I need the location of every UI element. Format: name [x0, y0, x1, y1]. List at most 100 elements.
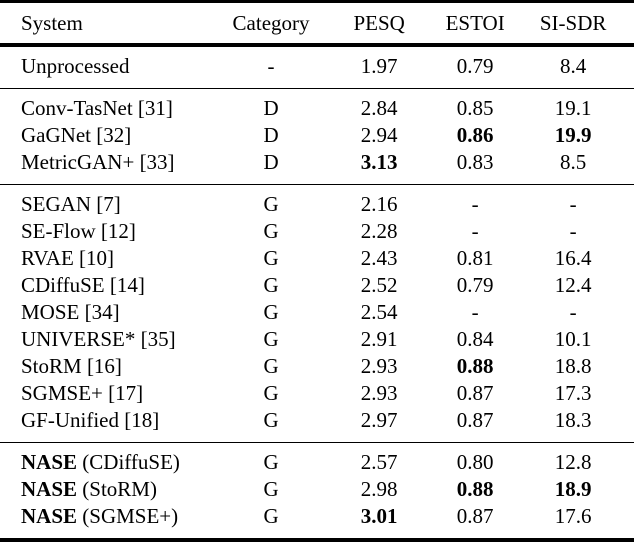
table-row: GaGNet [32] D 2.94 0.86 19.9: [0, 122, 634, 149]
section-unprocessed: Unprocessed - 1.97 0.79 8.4: [0, 45, 634, 89]
table-row: NASE (CDiffuSE) G 2.57 0.80 12.8: [0, 443, 634, 477]
sisdr-cell: 8.4: [560, 54, 587, 78]
category-cell: D: [263, 150, 279, 174]
system-cell: NASE (CDiffuSE): [21, 450, 180, 474]
system-cell: GaGNet [32]: [21, 123, 132, 147]
category-cell: G: [263, 381, 279, 405]
estoi-cell: 0.87: [456, 408, 494, 432]
estoi-cell: 0.80: [456, 450, 494, 474]
table-row: UNIVERSE* [35] G 2.91 0.84 10.1: [0, 326, 634, 353]
sisdr-cell: -: [569, 192, 577, 216]
pesq-cell: 2.52: [360, 273, 398, 297]
pesq-cell: 2.91: [360, 327, 398, 351]
category-cell: G: [263, 192, 279, 216]
system-cell: NASE (StoRM): [21, 477, 157, 501]
system-cell: CDiffuSE [14]: [21, 273, 145, 297]
table-row: SE-Flow [12] G 2.28 - -: [0, 218, 634, 245]
category-cell: G: [263, 504, 279, 528]
sisdr-cell: 17.3: [554, 381, 592, 405]
pesq-cell: 2.94: [360, 123, 398, 147]
table-row: SEGAN [7] G 2.16 - -: [0, 185, 634, 219]
category-cell: G: [263, 246, 279, 270]
category-cell: G: [263, 300, 279, 324]
sisdr-cell: 19.9: [554, 123, 592, 147]
estoi-cell: 0.84: [456, 327, 494, 351]
system-name-bold: NASE: [21, 477, 78, 501]
sisdr-cell: -: [569, 219, 577, 243]
category-cell: G: [263, 354, 279, 378]
category-cell: G: [263, 477, 279, 501]
sisdr-cell: 18.3: [554, 408, 592, 432]
table-row: NASE (SGMSE+) G 3.01 0.87 17.6: [0, 503, 634, 540]
sisdr-cell: 17.6: [554, 504, 592, 528]
estoi-cell: 0.88: [456, 477, 494, 501]
estoi-cell: 0.88: [456, 354, 494, 378]
sisdr-cell: 12.8: [554, 450, 592, 474]
sisdr-cell: 8.5: [560, 150, 587, 174]
system-name-bold: NASE: [21, 504, 78, 528]
pesq-cell: 2.97: [360, 408, 398, 432]
category-cell: -: [267, 54, 275, 78]
system-cell: Unprocessed: [21, 54, 130, 78]
category-cell: G: [263, 273, 279, 297]
pesq-cell: 2.43: [360, 246, 398, 270]
pesq-cell: 2.28: [360, 219, 398, 243]
system-cell: RVAE [10]: [21, 246, 115, 270]
pesq-cell: 3.01: [360, 504, 398, 528]
col-header-estoi: ESTOI: [438, 1, 513, 47]
table-row: MOSE [34] G 2.54 - -: [0, 299, 634, 326]
table-row: Unprocessed - 1.97 0.79 8.4: [0, 45, 634, 89]
pesq-cell: 3.13: [360, 150, 398, 174]
pesq-cell: 2.57: [360, 450, 398, 474]
estoi-cell: 0.87: [456, 504, 494, 528]
section-generative: SEGAN [7] G 2.16- - SE-Flow [12] G 2.28- - RVAE …: [0, 184, 634, 443]
estoi-cell: -: [471, 300, 479, 324]
sisdr-cell: 18.8: [554, 354, 592, 378]
estoi-cell: 0.79: [456, 54, 494, 78]
table-row: StoRM [16] G 2.93 0.88 18.8: [0, 353, 634, 380]
pesq-cell: 2.98: [360, 477, 398, 501]
table-row: MetricGAN+ [33] D 3.13 0.83 8.5: [0, 149, 634, 185]
sisdr-cell: 12.4: [554, 273, 592, 297]
system-cell: MetricGAN+ [33]: [21, 150, 175, 174]
table-header: System Category PESQ ESTOI SI-SDR: [0, 1, 634, 47]
system-cell: SE-Flow [12]: [21, 219, 136, 243]
estoi-cell: -: [471, 192, 479, 216]
table-row: RVAE [10] G 2.43 0.81 16.4: [0, 245, 634, 272]
table-row: NASE (StoRM) G 2.98 0.88 18.9: [0, 476, 634, 503]
estoi-cell: 0.85: [456, 96, 494, 120]
table-row: CDiffuSE [14] G 2.52 0.79 12.4: [0, 272, 634, 299]
estoi-cell: 0.87: [456, 381, 494, 405]
category-cell: D: [263, 96, 279, 120]
system-cell: SEGAN [7]: [21, 192, 121, 216]
category-cell: G: [263, 450, 279, 474]
col-header-category: Category: [221, 1, 321, 47]
category-cell: G: [263, 219, 279, 243]
system-cell: SGMSE+ [17]: [21, 381, 144, 405]
pesq-cell: 2.54: [360, 300, 398, 324]
system-cell: NASE (SGMSE+): [21, 504, 179, 528]
category-cell: G: [263, 408, 279, 432]
sisdr-cell: 16.4: [554, 246, 592, 270]
system-cell: Conv-TasNet [31]: [21, 96, 173, 120]
section-nase: NASE (CDiffuSE) G 2.57 0.80 12.8 NASE (StoRM)…: [0, 442, 634, 541]
pesq-cell: 2.16: [360, 192, 398, 216]
section-discriminative: Conv-TasNet [31] D 2.84 0.85 19.1 GaGNet [32]…: [0, 88, 634, 185]
estoi-cell: 0.81: [456, 246, 494, 270]
system-cell: GF-Unified [18]: [21, 408, 160, 432]
category-cell: D: [263, 123, 279, 147]
sisdr-cell: 18.9: [554, 477, 592, 501]
system-cell: MOSE [34]: [21, 300, 120, 324]
col-header-system: System: [0, 1, 222, 47]
pesq-cell: 2.93: [360, 354, 398, 378]
sisdr-cell: 10.1: [554, 327, 592, 351]
sisdr-cell: -: [569, 300, 577, 324]
system-cell: StoRM [16]: [21, 354, 122, 378]
sisdr-cell: 19.1: [554, 96, 592, 120]
estoi-cell: -: [471, 219, 479, 243]
pesq-cell: 2.93: [360, 381, 398, 405]
col-header-pesq: PESQ: [320, 1, 439, 47]
system-cell: UNIVERSE* [35]: [21, 327, 176, 351]
table-row: GF-Unified [18] G 2.97 0.87 18.3: [0, 407, 634, 443]
